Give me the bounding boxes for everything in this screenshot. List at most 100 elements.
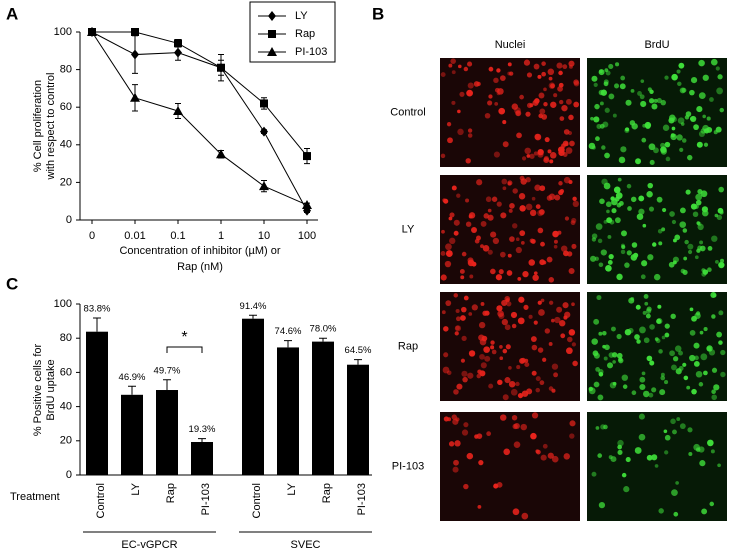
cell-nucleus [605,70,611,76]
cell-nucleus [635,158,642,165]
cell-nucleus [598,89,605,96]
cell-nucleus [548,193,556,201]
cell-nucleus [461,251,467,257]
cell-nucleus [551,318,555,323]
cell-nucleus [664,332,670,338]
cell-nucleus [677,117,685,124]
marker [174,47,182,58]
cell-nucleus [517,392,524,399]
cell-nucleus [488,66,494,72]
cell-nucleus [476,235,481,241]
cell-nucleus [617,439,624,447]
cell-nucleus [467,82,474,89]
cell-nucleus [520,423,527,431]
cell-nucleus [506,270,513,276]
cell-nucleus [605,264,612,272]
cell-nucleus [588,387,596,395]
cell-nucleus [512,508,520,516]
cell-nucleus [662,124,670,131]
cell-nucleus [706,346,712,352]
cell-nucleus [526,154,531,158]
cell-nucleus [548,277,555,283]
cell-nucleus [538,92,545,99]
cell-nucleus [479,338,487,346]
cell-nucleus [603,182,611,190]
cell-nucleus [476,433,483,439]
cell-nucleus [487,249,493,255]
y-tick-label: 20 [60,435,72,447]
cell-nucleus [471,304,478,311]
cell-nucleus [665,156,671,162]
cell-nucleus [539,185,546,192]
panel-label: C [6,274,18,293]
cell-nucleus [547,452,554,459]
cell-nucleus [548,76,553,81]
value-label: 64.5% [345,345,372,356]
cell-nucleus [543,87,547,92]
cell-nucleus [617,177,622,182]
cell-nucleus [644,301,649,306]
cell-nucleus [711,367,718,373]
x-tick-label: LY [286,482,298,495]
bar [312,341,334,475]
cell-nucleus [695,193,702,201]
cell-nucleus [700,353,708,361]
cell-nucleus [552,230,559,238]
cell-nucleus [648,392,654,398]
cell-nucleus [598,262,604,268]
cell-nucleus [523,59,531,66]
cell-nucleus [497,310,504,317]
cell-nucleus [492,237,500,245]
marker [174,39,182,48]
cell-nucleus [643,337,650,344]
cell-nucleus [522,270,529,278]
cell-nucleus [609,219,615,225]
cell-nucleus [543,102,548,107]
cell-nucleus [476,179,483,186]
cell-nucleus [596,295,602,301]
cell-nucleus [619,83,626,90]
marker [268,11,276,21]
cell-nucleus [637,91,642,96]
cell-nucleus [703,327,708,332]
cell-nucleus [510,311,518,319]
cell-nucleus [716,87,724,95]
micrograph [440,58,580,167]
cell-nucleus [467,257,474,264]
cell-nucleus [617,444,622,450]
error-bar [319,337,327,342]
cell-nucleus [511,103,519,110]
cell-nucleus [446,122,452,127]
cell-nucleus [668,261,675,268]
cell-nucleus [697,245,703,251]
x-tick-label: PI-103 [356,483,368,515]
cell-nucleus [672,356,679,362]
cell-nucleus [606,209,610,214]
value-label: 83.8% [84,304,111,315]
marker [173,105,183,115]
cell-nucleus [675,368,682,375]
cell-nucleus [694,355,699,361]
cell-nucleus [563,453,571,460]
cell-nucleus [462,376,468,383]
cell-nucleus [642,310,647,315]
cell-nucleus [496,201,502,207]
cell-nucleus [455,316,461,322]
cell-nucleus [679,221,687,228]
cell-nucleus [569,433,575,439]
cell-nucleus [562,64,568,70]
cell-nucleus [507,253,512,258]
cell-nucleus [453,219,460,226]
cell-nucleus [720,349,726,356]
cell-nucleus [638,208,645,215]
cell-nucleus [660,375,666,381]
cell-nucleus [711,394,718,401]
cell-nucleus [564,216,570,221]
cell-nucleus [503,448,511,456]
cell-nucleus [652,242,657,247]
cell-nucleus [688,249,693,255]
cell-nucleus [649,159,655,165]
cell-nucleus [532,274,539,281]
cell-nucleus [495,274,503,281]
cell-nucleus [533,63,540,70]
